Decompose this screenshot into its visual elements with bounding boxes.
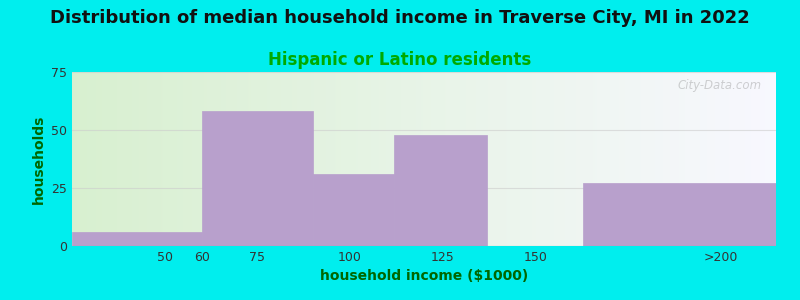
Text: Hispanic or Latino residents: Hispanic or Latino residents	[268, 51, 532, 69]
Bar	[202, 111, 313, 246]
Y-axis label: households: households	[31, 114, 46, 204]
X-axis label: household income ($1000): household income ($1000)	[320, 269, 528, 284]
Bar	[72, 232, 202, 246]
Text: Distribution of median household income in Traverse City, MI in 2022: Distribution of median household income …	[50, 9, 750, 27]
Bar	[313, 174, 394, 246]
Bar	[583, 183, 776, 246]
Bar	[394, 135, 487, 246]
Text: City-Data.com: City-Data.com	[678, 79, 762, 92]
